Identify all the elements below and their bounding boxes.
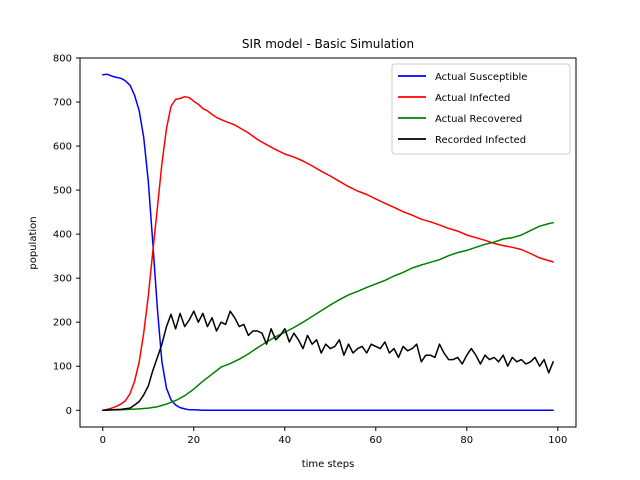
x-tick-label: 80 [460, 435, 473, 446]
x-tick-label: 0 [100, 435, 106, 446]
y-tick-label: 600 [53, 142, 72, 153]
legend-box [391, 63, 571, 155]
y-tick-label: 0 [66, 406, 72, 417]
y-tick-label: 700 [53, 98, 72, 109]
y-tick-label: 400 [53, 230, 72, 241]
x-axis-label: time steps [302, 459, 355, 470]
legend-entry-label: Actual Recovered [435, 114, 522, 125]
series-line-actual-susceptible [102, 73, 554, 412]
legend-entry-label: Actual Susceptible [435, 72, 527, 83]
chart-title: SIR model - Basic Simulation [242, 37, 414, 51]
legend: Actual Susceptible Actual Infected Actual … [391, 63, 571, 155]
series-line-actual-infected [102, 95, 554, 412]
y-tick-label: 800 [53, 54, 72, 65]
x-tick-label: 100 [548, 435, 567, 446]
x-tick-label: 60 [369, 435, 382, 446]
axes-layer: 0 20 40 60 80 100 0 100 200 300 400 500 600 700 800 [53, 54, 567, 447]
legend-entry-label: Recorded Infected [435, 135, 526, 146]
x-tick-label: 40 [278, 435, 291, 446]
x-tick-label: 20 [187, 435, 200, 446]
series-line-actual-recovered [102, 221, 554, 412]
legend-entry-label: Actual Infected [435, 93, 510, 104]
plot-frame [79, 57, 577, 428]
y-tick-label: 200 [53, 318, 72, 329]
y-tick-label: 100 [53, 362, 72, 373]
series-line-recorded-infected [102, 310, 554, 412]
series-layer [102, 73, 554, 412]
y-axis-label: population [28, 216, 39, 269]
y-tick-label: 300 [53, 274, 72, 285]
y-tick-label: 500 [53, 186, 72, 197]
